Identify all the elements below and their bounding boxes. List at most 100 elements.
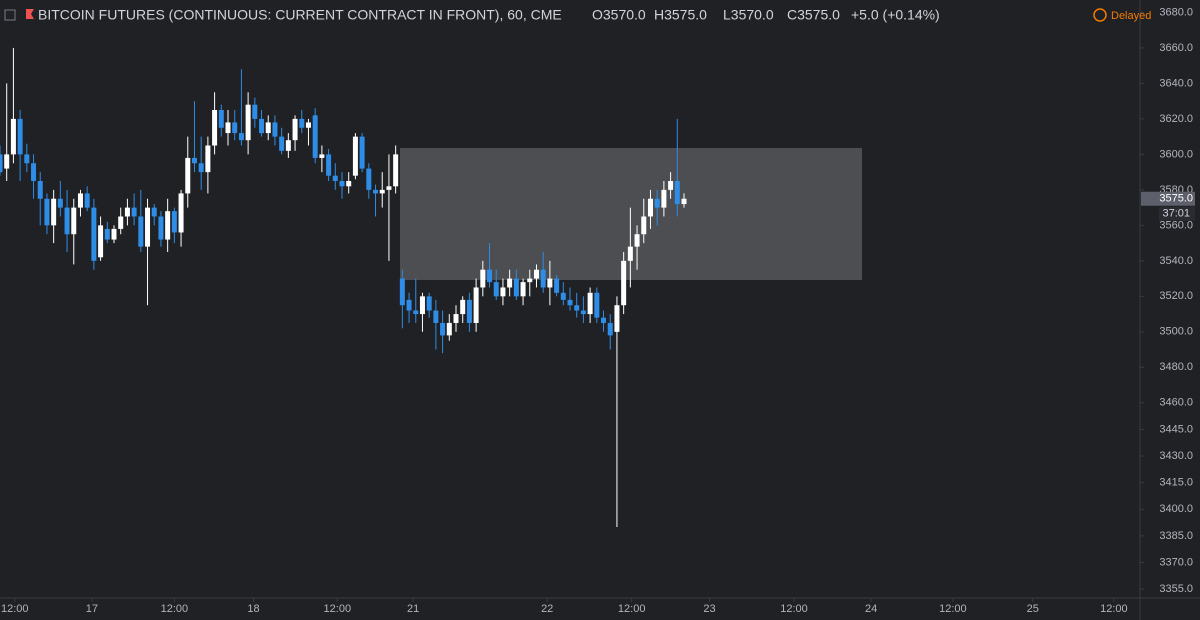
candle-body — [305, 122, 311, 128]
candle-body — [332, 175, 338, 181]
candle-body — [299, 118, 305, 128]
candle-body — [10, 118, 16, 155]
candle-body — [77, 193, 83, 208]
y-tick-label: 3415.0 — [1159, 477, 1193, 489]
candle-body — [252, 104, 258, 119]
candle-body — [64, 207, 70, 235]
y-tick-label: 3520.0 — [1159, 290, 1193, 302]
candle-body — [681, 198, 687, 205]
candle-body — [554, 278, 560, 293]
candle-body — [259, 118, 265, 134]
last-price-label: 3575.0 — [1159, 193, 1193, 205]
candle-body — [574, 305, 580, 311]
candle-body — [145, 207, 151, 247]
candle-body — [567, 299, 573, 306]
candle-body — [419, 296, 425, 315]
candle-body — [279, 136, 285, 151]
y-tick-label: 3680.0 — [1159, 6, 1193, 18]
candle-body — [111, 228, 117, 240]
y-tick-label: 3560.0 — [1159, 219, 1193, 231]
candle-body — [4, 154, 10, 169]
candle-body — [319, 154, 325, 158]
candle-body — [346, 180, 352, 187]
candle-body — [218, 110, 224, 128]
delayed-status[interactable]: Delayed — [1111, 10, 1151, 22]
candle-body — [124, 207, 130, 217]
candle-body — [37, 180, 43, 199]
x-tick-label: 12:00 — [618, 603, 646, 615]
candle-body — [641, 216, 647, 235]
candle-body — [533, 269, 539, 279]
candle-body — [426, 296, 432, 311]
candle-body — [44, 198, 50, 226]
x-tick-label: 22 — [541, 603, 553, 615]
y-tick-label: 3640.0 — [1159, 77, 1193, 89]
y-tick-label: 3480.0 — [1159, 361, 1193, 373]
candle-body — [399, 278, 405, 306]
candle-body — [547, 278, 553, 288]
candle-body — [446, 322, 452, 336]
ohlc-close: C3575.0 — [787, 7, 840, 23]
x-tick-label: 12:00 — [939, 603, 967, 615]
y-tick-label: 3500.0 — [1159, 326, 1193, 338]
candle-body — [580, 310, 586, 315]
candle-body — [654, 198, 660, 208]
candle-body — [614, 305, 620, 332]
candle-body — [393, 154, 399, 187]
candle-body — [379, 189, 385, 194]
y-tick-label: 3385.0 — [1159, 530, 1193, 542]
candle-body — [98, 225, 104, 258]
y-tick-label: 3355.0 — [1159, 583, 1193, 595]
candle-body — [292, 118, 298, 141]
candle-body — [185, 157, 191, 194]
candle-body — [232, 122, 238, 134]
x-tick-label: 12:00 — [161, 603, 189, 615]
candle-body — [480, 269, 486, 288]
candle-body — [607, 322, 613, 336]
x-tick-label: 12:00 — [324, 603, 352, 615]
candle-body — [373, 189, 379, 194]
candle-body — [212, 110, 218, 146]
ohlc-open: O3570.0 — [592, 7, 646, 23]
candle-body — [165, 211, 171, 240]
y-tick-label: 3540.0 — [1159, 255, 1193, 267]
candle-body — [487, 269, 493, 283]
candle-body — [433, 310, 439, 323]
candle-body — [31, 163, 37, 181]
candle-body — [453, 314, 459, 323]
y-tick-label: 3430.0 — [1159, 450, 1193, 462]
candle-body — [513, 278, 519, 297]
expand-icon[interactable] — [4, 9, 16, 21]
countdown-box — [1159, 206, 1195, 221]
candle-body — [406, 299, 412, 311]
candle-body — [326, 154, 332, 176]
candle-body — [386, 186, 392, 190]
candle-body — [84, 193, 90, 208]
delayed-icon — [1093, 8, 1107, 22]
candle-body — [634, 234, 640, 247]
candle-body — [674, 180, 680, 205]
flag-icon — [26, 9, 34, 19]
candle-body — [466, 299, 472, 323]
candle-body — [285, 140, 291, 151]
candle-body — [540, 269, 546, 288]
candle-body — [138, 216, 144, 247]
symbol-title[interactable]: BITCOIN FUTURES (CONTINUOUS: CURRENT CON… — [38, 7, 562, 23]
y-tick-label: 3620.0 — [1159, 113, 1193, 125]
candle-body — [238, 133, 244, 141]
candle-body — [500, 287, 506, 297]
candle-body — [0, 154, 3, 173]
candle-body — [366, 168, 372, 190]
x-tick-label: 17 — [86, 603, 98, 615]
candle-body — [245, 104, 251, 141]
countdown-label: 37:01 — [1162, 208, 1190, 220]
x-tick-label: 23 — [703, 603, 715, 615]
candle-body — [91, 207, 97, 261]
candle-body — [205, 145, 211, 173]
candle-body — [359, 136, 365, 169]
candle-body — [560, 292, 566, 300]
candle-body — [118, 216, 124, 229]
candle-body — [627, 246, 633, 261]
